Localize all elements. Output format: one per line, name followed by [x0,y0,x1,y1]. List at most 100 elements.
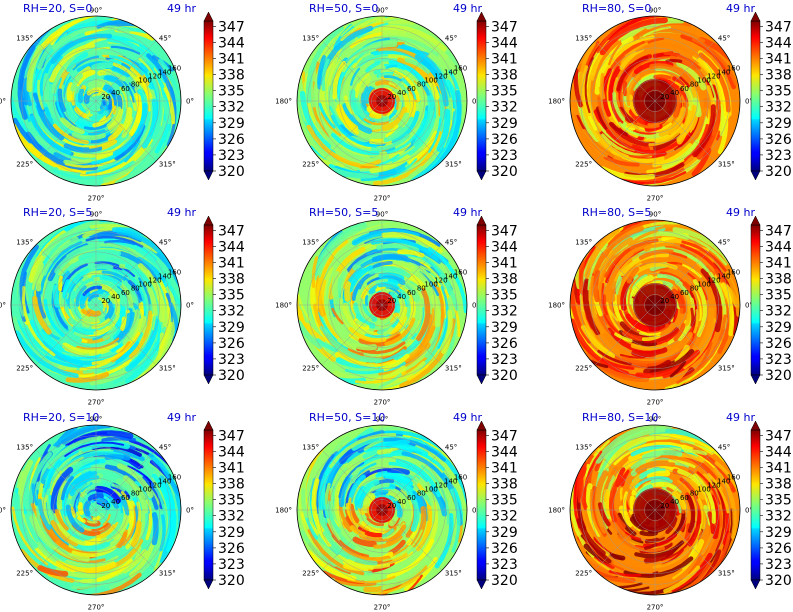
colorbar-tick-label: 335 [491,288,518,304]
field-streak [351,341,378,351]
field-streak [681,475,706,500]
field-streak [355,320,367,327]
polar-frame [296,424,468,596]
field-streak [570,281,592,344]
field-streak [334,578,377,587]
field-streak [603,155,640,167]
field-streak [155,323,161,352]
field-streak [73,541,111,551]
field-streak [395,95,401,111]
field-streak [385,64,398,69]
field-streak [620,22,649,45]
field-streak [144,280,157,331]
field-streak [688,509,701,547]
field-streak [416,287,431,342]
field-streak [56,480,68,510]
colorbar-tick-label: 335 [218,493,245,509]
field-streak [415,504,432,552]
field-streak [669,55,706,81]
panel-time: 49 hr [726,2,755,15]
angle-tick-label: 45° [159,444,171,452]
field-streak [436,93,445,138]
colorbar-tick-label: 320 [765,368,792,384]
colorbar-tick-label: 338 [218,68,245,84]
field-streak [78,249,122,261]
field-streak [108,54,144,76]
field-streak [311,256,319,288]
colorbar-tick-label: 320 [218,368,245,384]
radial-tick-label: 100 [424,77,437,85]
field-streak [369,154,411,174]
colorbar-tick-label: 323 [765,557,792,573]
field-streak [400,489,414,522]
field-streak [626,266,640,284]
field-streak [383,75,402,82]
angle-tick-label: 0° [186,507,194,515]
field-streak [392,497,403,518]
polar-frame [10,424,182,596]
field-streak [361,303,378,322]
field-streak [138,487,153,508]
angle-tick-label: 180° [275,98,292,106]
angular-grid-line [35,304,97,366]
field-streak [628,229,659,247]
field-streak [11,95,30,134]
field-streak [366,106,383,117]
field-streak [607,327,661,354]
angle-tick-label: 135° [575,35,592,43]
field-streak [88,136,116,149]
field-streak [68,456,95,476]
field-streak [667,112,674,123]
radial-tick-label: 60 [680,289,689,297]
field-streak [358,75,372,94]
colorbar-tick-label: 344 [765,35,792,51]
colorbar-tick-label: 341 [491,52,518,68]
field-streak [122,309,140,346]
colorbar-tick-label: 323 [491,557,518,573]
angle-tick-label: 180° [275,507,292,515]
colorbar-tick-label: 338 [765,477,792,493]
field-streak [55,560,117,574]
field-streak [617,534,666,553]
field-streak [419,265,438,277]
field-streak [37,565,69,577]
radial-tick-label: 20 [387,297,396,305]
field-streak [337,502,353,533]
field-streak [299,90,332,150]
field-streak [629,474,643,491]
angle-tick-label: 180° [0,98,6,106]
polar-frame [569,424,741,596]
field-streak [318,102,336,129]
field-streak [386,526,401,540]
radial-tick-label: 80 [690,285,699,293]
field-streak [649,63,691,83]
field-streak [297,320,323,350]
angle-tick-label: 135° [302,444,319,452]
field-streak [638,330,661,336]
field-streak [671,288,685,309]
angle-tick-label: 90° [649,7,661,15]
angle-tick-label: 180° [0,507,6,515]
field-streak [343,95,354,115]
field-streak [41,236,79,276]
field-streak [121,269,147,312]
field-streak [87,79,103,88]
field-streak [112,345,155,385]
colorbar-extend-max [203,11,214,22]
colorbar-tick-label: 335 [218,84,245,100]
field-streak [619,469,630,487]
colorbar-tick-label: 332 [765,304,792,320]
field-streak [348,503,360,524]
field-streak [107,123,125,142]
field-streak [639,530,658,537]
field-streak [106,513,126,543]
field-streak [401,77,419,100]
colorbar-gradient [203,429,214,581]
field-streak [617,582,643,589]
field-streak [123,139,141,163]
field-streak [609,273,619,303]
